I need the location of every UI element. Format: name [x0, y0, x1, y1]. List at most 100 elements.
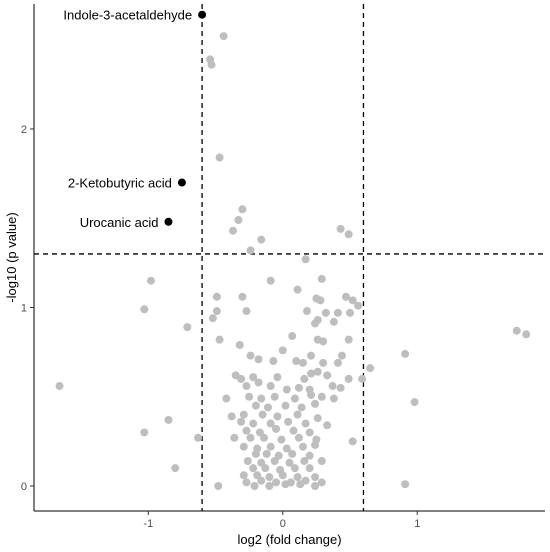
- data-point: [323, 421, 332, 430]
- data-point: [305, 428, 314, 437]
- data-point: [251, 449, 260, 458]
- data-point: [262, 449, 271, 458]
- data-points: [55, 32, 531, 491]
- data-point: [311, 482, 320, 491]
- data-point: [348, 296, 357, 305]
- data-point: [348, 437, 357, 446]
- data-point: [254, 378, 263, 387]
- data-point: [290, 464, 299, 473]
- data-point: [294, 383, 303, 392]
- data-point: [313, 367, 322, 376]
- data-point: [307, 369, 316, 378]
- x-axis-title: log2 (fold change): [237, 532, 341, 547]
- data-point: [344, 230, 353, 239]
- data-point: [238, 205, 247, 214]
- data-point: [208, 314, 217, 323]
- data-point: [272, 478, 281, 487]
- x-tick-label: 0: [280, 518, 286, 530]
- data-point: [296, 480, 305, 489]
- data-point: [285, 458, 294, 467]
- data-point: [301, 255, 310, 264]
- significant-points: Indole-3-acetaldehyde 2-Ketobutyric acid U…: [63, 8, 207, 230]
- data-point: [297, 403, 306, 412]
- data-point: [307, 351, 316, 360]
- data-point: [272, 424, 281, 433]
- data-point: [277, 435, 286, 444]
- data-point: [319, 358, 328, 367]
- data-point: [270, 457, 279, 466]
- data-point: [266, 442, 275, 451]
- data-point: [300, 457, 309, 466]
- significant-point: [164, 217, 173, 226]
- data-point: [246, 433, 255, 442]
- x-tick-label: -1: [143, 518, 153, 530]
- point-label: Indole-3-acetaldehyde: [63, 8, 192, 23]
- point-label: 2-Ketobutyric acid: [68, 176, 172, 191]
- data-point: [317, 392, 326, 401]
- data-point: [317, 274, 326, 283]
- data-point: [319, 337, 328, 346]
- data-point: [346, 308, 355, 317]
- data-point: [219, 32, 228, 41]
- data-point: [229, 226, 238, 235]
- data-point: [164, 415, 173, 424]
- data-point: [333, 358, 342, 367]
- data-point: [410, 398, 419, 407]
- data-point: [261, 464, 270, 473]
- data-point: [215, 153, 224, 162]
- data-point: [293, 473, 302, 482]
- data-point: [238, 292, 247, 301]
- data-point: [242, 307, 251, 316]
- data-point: [323, 371, 332, 380]
- data-point: [245, 392, 254, 401]
- data-point: [258, 410, 267, 419]
- data-point: [227, 412, 236, 421]
- data-point: [298, 358, 307, 367]
- data-point: [250, 482, 259, 491]
- data-point: [321, 308, 330, 317]
- data-point: [336, 224, 345, 233]
- data-point: [246, 246, 255, 255]
- data-point: [305, 451, 314, 460]
- data-point: [242, 478, 251, 487]
- data-point: [214, 482, 223, 491]
- data-point: [302, 307, 311, 316]
- data-point: [281, 401, 290, 410]
- axes: [33, 4, 545, 512]
- data-point: [401, 349, 410, 358]
- data-point: [307, 390, 316, 399]
- data-point: [239, 442, 248, 451]
- data-point: [316, 296, 325, 305]
- data-point: [282, 385, 291, 394]
- significant-point: [198, 10, 207, 19]
- data-point: [298, 442, 307, 451]
- data-point: [242, 426, 251, 435]
- data-point: [311, 473, 320, 482]
- y-axis-title: -log10 (p value): [4, 212, 19, 302]
- point-label: Urocanic acid: [80, 215, 159, 230]
- data-point: [249, 419, 258, 428]
- data-point: [344, 374, 353, 383]
- axis-ticks: -1 0 1 0 1 2: [21, 124, 420, 530]
- data-point: [263, 403, 272, 412]
- data-point: [522, 330, 531, 339]
- data-point: [290, 394, 299, 403]
- significant-point: [177, 178, 186, 187]
- data-point: [140, 305, 149, 314]
- data-point: [281, 480, 290, 489]
- data-point: [329, 317, 338, 326]
- data-point: [212, 292, 221, 301]
- data-point: [284, 417, 293, 426]
- data-point: [311, 319, 320, 328]
- y-tick-label: 0: [21, 481, 27, 493]
- data-point: [328, 382, 337, 391]
- data-point: [344, 335, 353, 344]
- data-point: [246, 351, 255, 360]
- data-point: [401, 480, 410, 489]
- data-point: [293, 285, 302, 294]
- data-point: [512, 326, 521, 335]
- data-point: [292, 357, 301, 366]
- data-point: [234, 216, 243, 225]
- data-point: [317, 478, 326, 487]
